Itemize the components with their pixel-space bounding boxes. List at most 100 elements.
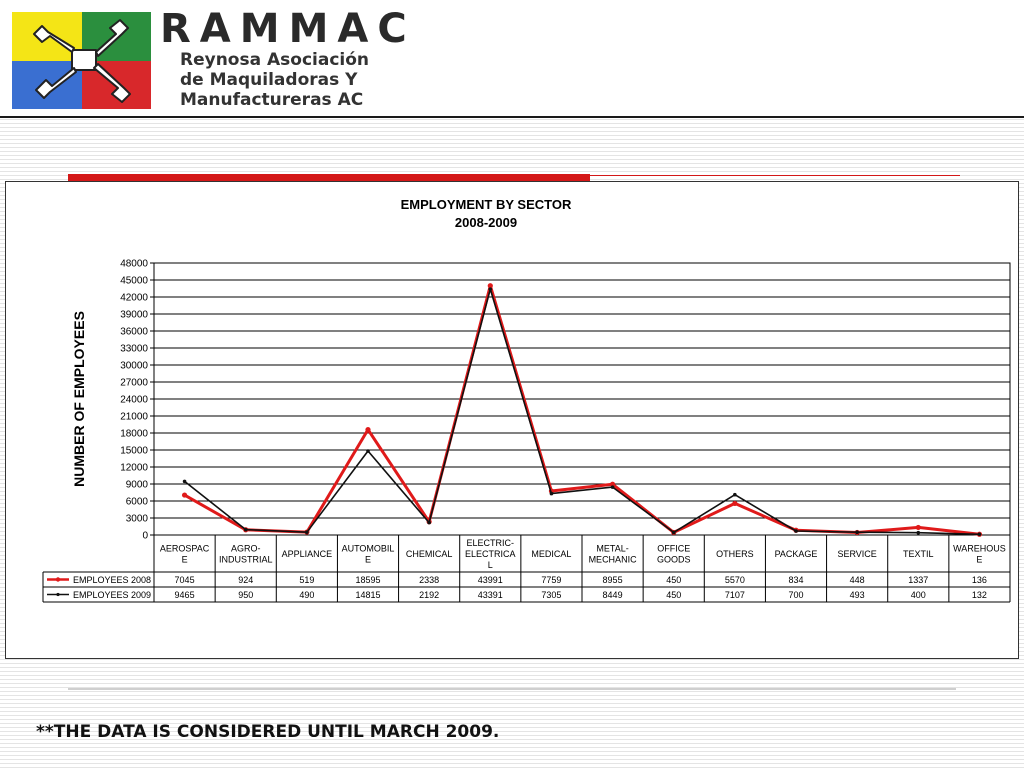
data-table-cell: 490: [299, 590, 314, 600]
y-tick-label: 21000: [120, 412, 148, 423]
y-tick-label: 18000: [120, 429, 148, 440]
data-point: [794, 529, 798, 533]
x-category-label: MECHANIC: [589, 555, 638, 565]
y-axis-label: NUMBER OF EMPLOYEES: [71, 311, 87, 487]
data-table-cell: 1337: [908, 575, 928, 585]
y-tick-label: 9000: [126, 480, 149, 491]
legend-marker-2: [56, 592, 60, 597]
data-table-cell: 8955: [603, 575, 623, 585]
x-category-label: ELECTRICA: [465, 549, 516, 559]
series-line-2: [184, 288, 980, 536]
y-tick-label: 3000: [126, 514, 149, 525]
data-point: [733, 492, 737, 497]
logo-title: RAMMAC: [160, 6, 416, 52]
legend-label-1: EMPLOYEES 2008: [73, 575, 151, 585]
y-tick-label: 48000: [120, 259, 148, 270]
data-table-cell: 493: [850, 590, 865, 600]
x-category-label: E: [976, 555, 982, 565]
data-point: [549, 491, 554, 496]
y-tick-label: 36000: [120, 327, 148, 338]
data-table-cell: 132: [972, 590, 987, 600]
x-category-label: OFFICE: [657, 544, 690, 554]
data-table-cell: 18595: [355, 575, 380, 585]
x-category-label: APPLIANCE: [282, 549, 333, 559]
data-table-cell: 7045: [175, 575, 195, 585]
footer-divider: [68, 688, 956, 690]
chart-frame: EMPLOYMENT BY SECTOR 2008-2009 NUMBER OF E…: [5, 181, 1019, 659]
y-tick-label: 12000: [120, 463, 148, 474]
footnote: **THE DATA IS CONSIDERED UNTIL MARCH 200…: [36, 722, 500, 742]
x-category-label: E: [182, 555, 188, 565]
legend-marker-1: [55, 577, 61, 582]
data-point: [609, 481, 616, 487]
y-tick-label: 33000: [120, 344, 148, 355]
data-table-cell: 7759: [541, 575, 561, 585]
x-category-label: MEDICAL: [531, 549, 571, 559]
logo-connector-glyph: [33, 19, 131, 103]
data-table-cell: 43991: [478, 575, 503, 585]
chart-subtitle: 2008-2009: [455, 215, 517, 230]
x-category-label: INDUSTRIAL: [219, 555, 273, 565]
y-tick-label: 0: [142, 531, 148, 542]
x-category-label: SERVICE: [837, 549, 876, 559]
y-tick-label: 6000: [126, 497, 149, 508]
data-point: [732, 500, 738, 507]
header-rule: [0, 116, 1024, 118]
x-category-label: E: [365, 555, 371, 565]
data-point: [305, 530, 309, 535]
x-category-label: WAREHOUS: [953, 544, 1006, 554]
red-accent-bar: [68, 174, 590, 181]
x-category-label: CHEMICAL: [406, 549, 453, 559]
data-table-cell: 14815: [355, 590, 380, 600]
x-category-label: AGRO-: [231, 544, 261, 554]
data-table-cell: 43391: [478, 590, 503, 600]
y-tick-label: 24000: [120, 395, 148, 406]
employment-line-chart: EMPLOYMENT BY SECTOR 2008-2009 NUMBER OF E…: [42, 197, 1011, 603]
data-table-cell: 2192: [419, 590, 439, 600]
logo-subtitle-line-2: de Maquiladoras Y: [180, 70, 358, 90]
logo-subtitle-line-3: Manufactureras AC: [180, 90, 364, 110]
data-point: [610, 485, 615, 489]
y-tick-label: 30000: [120, 361, 148, 372]
x-category-label: PACKAGE: [775, 549, 818, 559]
x-category-label: OTHERS: [716, 549, 754, 559]
data-table-cell: 448: [850, 575, 865, 585]
logo-wordmark: RAMMAC Reynosa Asociación de Maquiladora…: [152, 4, 408, 112]
x-category-label: AUTOMOBIL: [342, 544, 395, 554]
data-table-cell: 519: [299, 575, 314, 585]
data-point: [181, 492, 188, 498]
x-category-label: L: [488, 560, 493, 570]
data-table-cell: 924: [238, 575, 253, 585]
y-tick-label: 15000: [120, 446, 148, 457]
data-point: [916, 530, 921, 535]
x-category-label: ELECTRIC-: [467, 538, 515, 548]
legend-label-2: EMPLOYEES 2009: [73, 590, 151, 600]
data-point: [487, 283, 493, 289]
data-table-cell: 950: [238, 590, 253, 600]
data-table-cell: 5570: [725, 575, 745, 585]
data-point: [855, 530, 859, 535]
data-table-cell: 136: [972, 575, 987, 585]
y-tick-label: 45000: [120, 276, 148, 287]
x-category-label: METAL-: [596, 544, 628, 554]
data-point: [671, 530, 676, 535]
data-table-cell: 7305: [541, 590, 561, 600]
data-table-cell: 450: [666, 590, 681, 600]
y-tick-label: 42000: [120, 293, 148, 304]
chart-title: EMPLOYMENT BY SECTOR: [401, 197, 572, 212]
logo-subtitle-line-1: Reynosa Asociación: [180, 50, 370, 70]
data-point: [977, 532, 982, 537]
data-table-cell: 700: [788, 590, 803, 600]
data-point: [427, 520, 431, 525]
data-table-cell: 400: [911, 590, 926, 600]
data-table-cell: 834: [788, 575, 803, 585]
data-point: [365, 427, 371, 433]
x-category-label: TEXTIL: [903, 549, 934, 559]
y-tick-label: 39000: [120, 310, 148, 321]
data-point: [488, 287, 493, 291]
red-accent-line: [590, 175, 960, 176]
data-point: [366, 449, 370, 453]
rammac-logo-icon: [12, 12, 151, 109]
data-point: [243, 527, 248, 532]
data-table-cell: 9465: [175, 590, 195, 600]
